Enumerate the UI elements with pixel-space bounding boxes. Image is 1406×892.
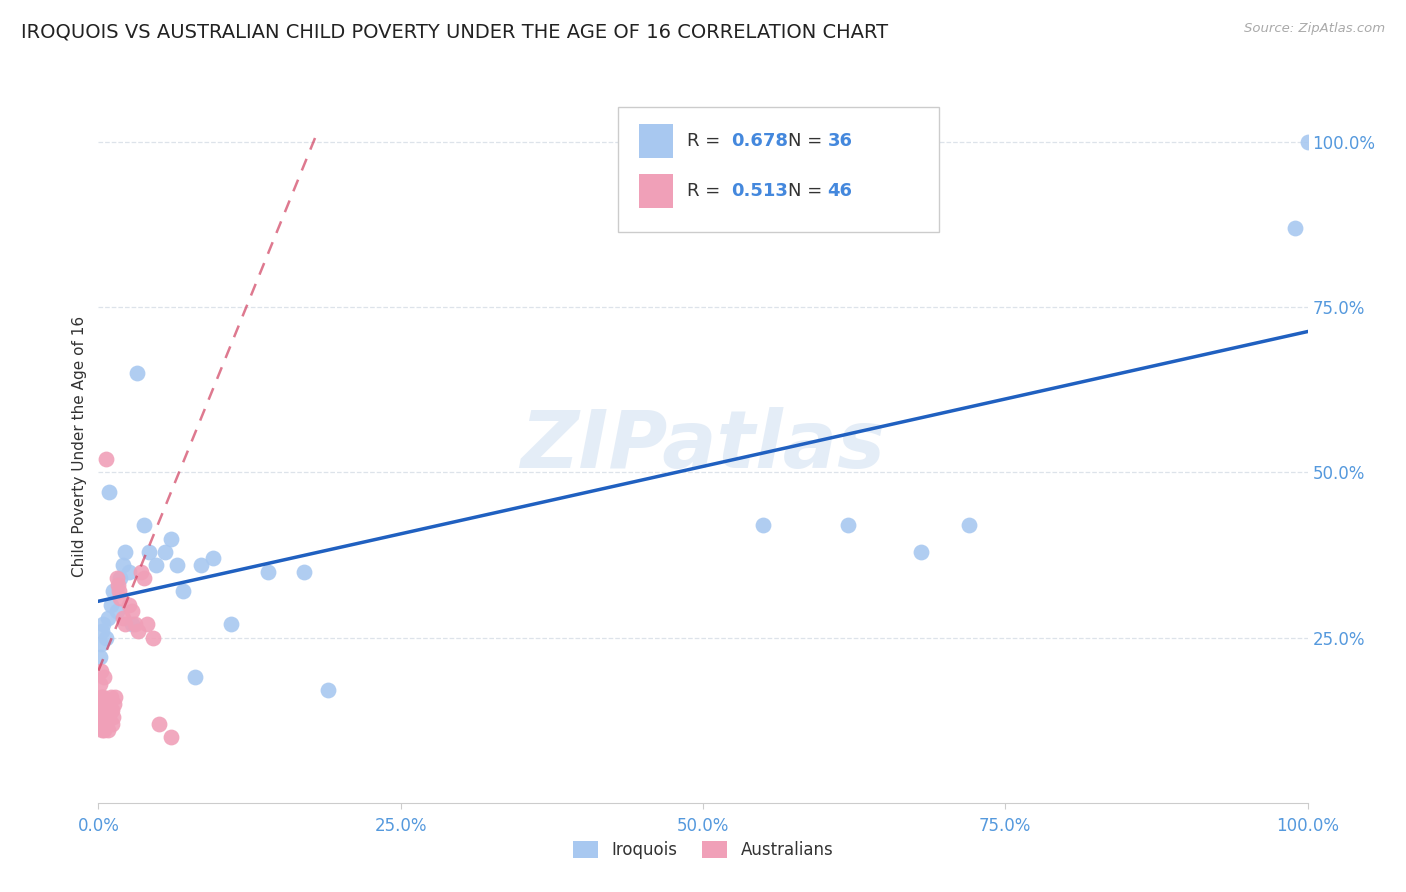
Point [97,723,120,738]
Point [160,730,183,744]
Text: R =: R = [688,182,727,200]
Text: ZIPatlas: ZIPatlas [520,407,886,485]
Point [97,611,120,625]
Point [124,617,146,632]
Point [837,518,859,533]
Point [172,584,194,599]
Point [127,367,149,381]
Point [100,703,122,717]
Point [114,545,136,559]
Point [142,631,165,645]
Point [90,716,112,731]
Point [107,578,129,592]
Point [97,703,120,717]
Point [121,617,143,632]
Point [145,558,167,572]
Point [1284,221,1306,235]
Point [202,551,225,566]
Point [103,697,125,711]
Point [91,624,114,638]
Point [1296,135,1319,149]
Point [910,545,932,559]
Point [129,565,152,579]
Point [752,518,775,533]
FancyBboxPatch shape [638,124,673,159]
Text: N =: N = [787,132,828,150]
Point [91,723,114,738]
Point [98,485,121,500]
Point [134,571,156,585]
Point [105,604,128,618]
Y-axis label: Child Poverty Under the Age of 16: Child Poverty Under the Age of 16 [72,316,87,576]
Point [127,624,149,638]
Text: 36: 36 [828,132,852,150]
Point [153,545,176,559]
Point [118,565,141,579]
Point [100,703,122,717]
Legend: Iroquois, Australians: Iroquois, Australians [572,840,834,859]
Point [101,584,124,599]
Point [111,611,134,625]
Point [108,591,131,605]
Point [957,518,980,533]
Point [96,710,118,724]
Point [105,571,128,585]
Point [316,683,339,698]
Text: Source: ZipAtlas.com: Source: ZipAtlas.com [1244,22,1385,36]
Point [114,617,136,632]
Point [134,518,156,533]
Point [94,716,117,731]
Point [100,690,122,704]
Point [100,716,122,731]
Point [89,677,111,691]
Point [91,716,114,731]
Point [111,558,134,572]
Point [90,664,112,678]
Point [118,598,141,612]
Point [91,617,114,632]
Point [100,598,122,612]
Text: 0.513: 0.513 [731,182,787,200]
Point [90,637,112,651]
Point [91,703,114,717]
Point [184,670,207,684]
Point [138,545,160,559]
FancyBboxPatch shape [638,174,673,209]
Point [221,617,243,632]
Text: IROQUOIS VS AUSTRALIAN CHILD POVERTY UNDER THE AGE OF 16 CORRELATION CHART: IROQUOIS VS AUSTRALIAN CHILD POVERTY UND… [21,22,889,41]
Point [93,710,115,724]
Text: N =: N = [787,182,828,200]
Point [104,690,127,704]
Point [94,452,117,467]
Point [90,703,112,717]
Point [121,604,143,618]
Point [89,650,111,665]
Point [91,710,114,724]
Point [108,584,131,599]
Point [108,571,131,585]
Point [166,558,188,572]
Point [91,690,114,704]
Point [190,558,212,572]
Point [292,565,315,579]
Point [94,631,117,645]
Point [148,716,170,731]
Point [98,710,121,724]
Point [89,710,111,724]
Point [101,710,124,724]
Point [160,532,183,546]
Point [93,670,115,684]
Text: R =: R = [688,132,727,150]
Point [91,697,114,711]
FancyBboxPatch shape [619,107,939,232]
Point [90,690,112,704]
Point [96,697,118,711]
Point [256,565,278,579]
Point [93,723,115,738]
Text: 0.678: 0.678 [731,132,787,150]
Point [135,617,157,632]
Point [89,697,111,711]
Text: 46: 46 [828,182,852,200]
